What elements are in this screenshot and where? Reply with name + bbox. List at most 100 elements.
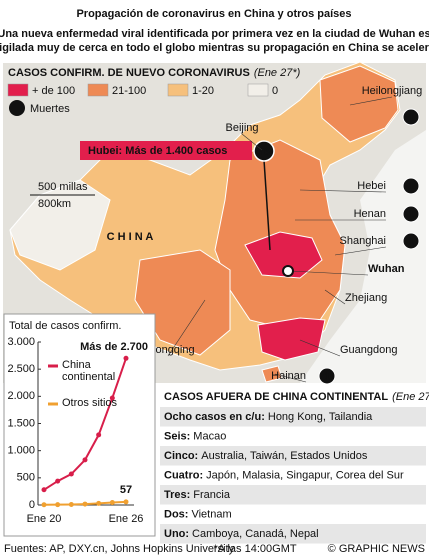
y-tick-label: 1.000	[7, 445, 35, 457]
leader-line	[274, 373, 307, 383]
table-row	[160, 504, 426, 524]
place-label: Heilongjiang	[362, 85, 423, 97]
wuhan-marker	[282, 265, 294, 277]
death-badge	[402, 205, 420, 223]
province	[319, 65, 399, 143]
death-count: 76	[258, 146, 270, 158]
data-label: 57	[120, 484, 132, 496]
death-badge	[253, 140, 275, 162]
footer-note: *A las 14:00GMT	[213, 543, 296, 555]
row-items: Hong Kong, Tailandia	[268, 411, 373, 423]
place-label: Henan	[354, 208, 386, 220]
death-count: 1	[408, 112, 414, 124]
data-point	[109, 500, 115, 506]
data-point	[96, 500, 102, 506]
table-row	[160, 446, 426, 466]
data-point	[82, 501, 88, 507]
province	[9, 179, 111, 271]
row-label: Seis:	[164, 430, 190, 442]
leader-line	[289, 270, 369, 276]
annotation: Más de 2.700	[80, 341, 148, 353]
place-label: Beijing	[225, 122, 258, 134]
table-row	[160, 465, 426, 485]
death-count: 1	[324, 371, 330, 383]
scale-label: 500 millas	[38, 181, 88, 193]
table-title: CASOS AFUERA DE CHINA CONTINENTAL (Ene 27…	[164, 391, 429, 403]
data-point	[82, 457, 88, 463]
table-row-text: Tres: Francia	[164, 489, 231, 501]
legend-label: 21-100	[112, 85, 146, 97]
row-items: Camboya, Canadá, Nepal	[192, 528, 319, 540]
subtitle: Una nueva enfermedad viral identificada …	[0, 28, 429, 40]
table-title-text: CASOS AFUERA DE CHINA CONTINENTAL	[164, 391, 388, 403]
death-badge	[318, 367, 336, 385]
scale-label: 800km	[38, 198, 71, 210]
chart-box	[3, 313, 156, 537]
table-row-text: Dos: Vietnam	[164, 508, 232, 520]
data-point	[96, 432, 102, 438]
legend-swatch	[7, 83, 29, 97]
death-badge	[402, 108, 420, 126]
map-legend-date: (Ene 27*)	[254, 67, 301, 79]
data-point	[68, 502, 74, 508]
death-count: 1	[408, 209, 414, 221]
footer-credit: © GRAPHIC NEWS	[328, 543, 425, 555]
death-count: 1	[408, 236, 414, 248]
subtitle: vigilada muy de cerca en todo el globo m…	[0, 42, 429, 54]
leader-line	[324, 289, 346, 305]
y-tick-label: 1.500	[7, 417, 35, 429]
leader-line	[299, 339, 341, 357]
legend-swatch	[247, 83, 269, 97]
place-label: Guangdong	[340, 344, 398, 356]
data-point	[55, 478, 61, 484]
province-hainan	[261, 365, 283, 383]
y-tick-label: 3.000	[7, 336, 35, 348]
death-badge	[402, 177, 420, 195]
map-legend-title-text: CASOS CONFIRM. DE NUEVO CORONAVIRUS	[8, 67, 250, 79]
data-point	[123, 499, 129, 505]
sea	[300, 130, 426, 383]
row-label: Uno:	[164, 528, 189, 540]
row-items: Australia, Taiwán, Estados Unidos	[201, 450, 368, 462]
legend-label: 1-20	[192, 85, 214, 97]
callout: Hubei: Más de 1.400 casos	[88, 145, 227, 157]
row-label: Tres:	[164, 489, 190, 501]
legend-entry: Otros sitios	[62, 397, 118, 409]
row-items: Vietnam	[191, 508, 231, 520]
row-label: Cinco:	[164, 450, 198, 462]
table-date: (Ene 27*)	[392, 391, 429, 403]
footer-sources: Fuentes: AP, DXY.cn, Johns Hopkins Unive…	[4, 543, 235, 555]
leader-line	[349, 96, 393, 106]
data-point	[41, 487, 47, 493]
deaths-icon	[9, 100, 25, 116]
data-point	[109, 395, 115, 401]
legend-label: 0	[272, 85, 278, 97]
row-label: Ocho casos en c/u:	[164, 411, 265, 423]
row-items: Francia	[193, 489, 231, 501]
data-point	[55, 502, 61, 508]
callout-line	[263, 159, 271, 251]
legend-entry: China continental	[62, 359, 116, 383]
y-tick-label: 2.000	[7, 390, 35, 402]
province-hubei	[244, 231, 323, 279]
table-row-text: Uno: Camboya, Canadá, Nepal	[164, 528, 319, 540]
y-tick-label: 2.500	[7, 363, 35, 375]
map-legend-title: CASOS CONFIRM. DE NUEVO CORONAVIRUS (Ene …	[8, 67, 301, 79]
x-tick-label: Ene 20	[27, 513, 62, 525]
row-label: Cuatro:	[164, 469, 203, 481]
x-tick-label: Ene 26	[109, 513, 144, 525]
legend-swatch	[87, 83, 109, 97]
death-badge	[402, 232, 420, 250]
data-point	[123, 355, 129, 361]
leader-line	[241, 133, 263, 151]
deaths-legend-label: Muertes	[30, 103, 70, 115]
title: Propagación de coronavirus en China y ot…	[76, 8, 351, 20]
row-items: Japón, Malasia, Singapur, Corea del Sur	[206, 469, 404, 481]
place-label: Hainan	[271, 370, 306, 382]
death-count: 1	[408, 181, 414, 193]
callout-box	[80, 141, 252, 160]
data-point	[41, 502, 47, 508]
row-label: Dos:	[164, 508, 188, 520]
legend-label: + de 100	[32, 85, 75, 97]
